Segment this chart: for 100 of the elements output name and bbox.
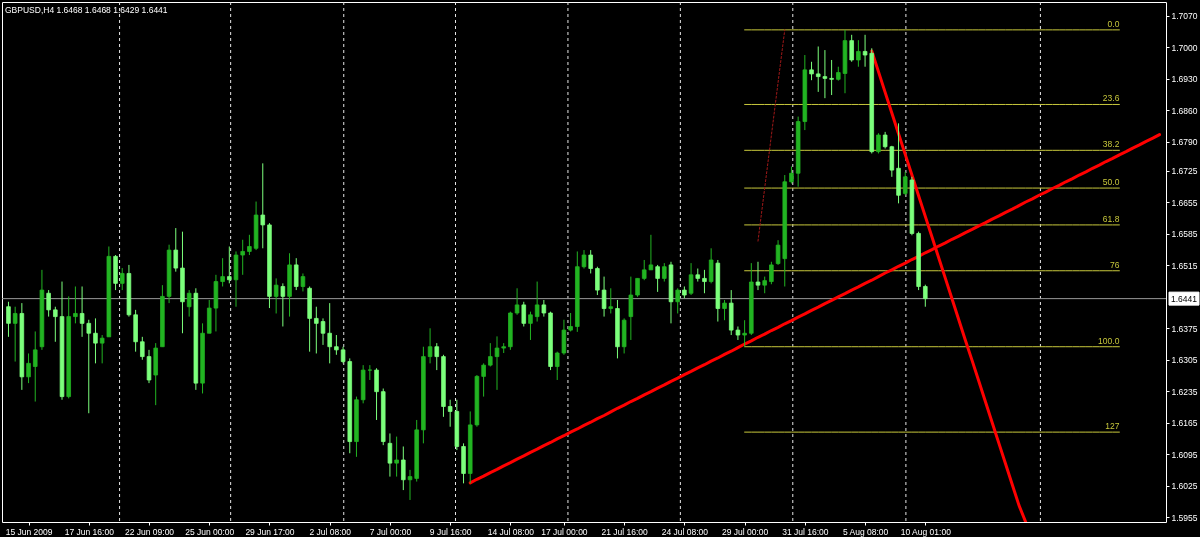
series-label: 0.0 (1107, 18, 1120, 29)
candlestick (655, 264, 660, 293)
candlestick (146, 349, 152, 384)
candlestick (856, 39, 861, 68)
ref-line-label: 1.6441 (1171, 293, 1198, 304)
candlestick (6, 301, 11, 338)
candlestick (434, 342, 440, 371)
y-tick-label: 1.6860 (1171, 105, 1198, 116)
series-label: 100.0 (1098, 335, 1120, 346)
candlestick (46, 289, 51, 318)
candlestick (401, 445, 406, 491)
y-tick-label: 1.6025 (1171, 481, 1198, 492)
candlestick (809, 61, 814, 81)
series-label: 76 (1109, 259, 1120, 270)
x-tick-label: 2 Jul 08:00 (309, 526, 352, 537)
y-tick-label: 1.6375 (1171, 323, 1198, 334)
candlestick (755, 261, 761, 291)
candlestick (427, 327, 433, 364)
x-tick-label: 22 Jun 09:00 (124, 526, 175, 537)
x-tick-label: 29 Jun 17:00 (245, 526, 295, 537)
candlestick (481, 362, 486, 398)
y-tick-label: 1.6725 (1171, 166, 1198, 177)
candlestick (260, 162, 266, 249)
candlestick (140, 336, 145, 361)
candlestick (220, 257, 225, 287)
candlestick (588, 249, 593, 274)
y-tick-label: 1.6165 (1171, 418, 1198, 429)
candlestick (119, 267, 125, 291)
y-tick-label: 1.6235 (1171, 386, 1198, 397)
x-tick-label: 21 Jul 16:00 (601, 526, 649, 537)
candlestick (742, 319, 747, 348)
candlestick (608, 287, 614, 314)
y-tick-label: 1.6305 (1171, 355, 1198, 366)
candlestick (173, 227, 179, 273)
candlestick (387, 432, 393, 478)
y-tick-label: 1.6790 (1171, 137, 1198, 148)
x-tick-label: 24 Jul 08:00 (661, 526, 709, 537)
x-tick-label: 15 Jun 2009 (5, 526, 53, 537)
candlestick (702, 269, 707, 294)
candlestick (829, 59, 834, 96)
candlestick (601, 276, 607, 318)
candlestick (675, 287, 680, 314)
y-tick-label: 1.5955 (1171, 512, 1198, 523)
x-tick-label: 25 Jun 00:00 (185, 526, 235, 537)
candlestick (521, 301, 527, 327)
candlestick (662, 262, 667, 283)
y-tick-label: 1.6515 (1171, 260, 1198, 271)
y-tick-label: 1.6095 (1171, 449, 1198, 460)
x-tick-label: 5 Aug 08:00 (842, 526, 889, 537)
candlestick (876, 132, 881, 154)
candlestick (528, 311, 533, 341)
line-series (757, 29, 786, 242)
candlestick (32, 330, 38, 403)
candlestick (902, 171, 908, 196)
candlestick (708, 247, 714, 284)
candlestick (93, 317, 98, 364)
candlestick (635, 277, 640, 298)
y-tick-label: 1.7070 (1171, 11, 1198, 22)
series-label: 23.6 (1102, 93, 1120, 104)
candlestick (280, 282, 286, 327)
candlestick (769, 261, 774, 285)
x-tick-label: 17 Jul 00:00 (541, 526, 588, 537)
x-tick-label: 31 Jul 16:00 (782, 526, 829, 537)
x-tick-label: 10 Aug 01:00 (900, 526, 952, 537)
y-tick-label: 1.6930 (1171, 74, 1198, 85)
candlestick (334, 334, 339, 356)
candlestick (99, 334, 105, 364)
candlestick (186, 289, 192, 318)
candlestick (849, 34, 854, 63)
y-tick-label: 1.6585 (1171, 229, 1198, 240)
y-tick-label: 1.6655 (1171, 197, 1198, 208)
candlestick (534, 281, 540, 323)
candlestick (722, 299, 727, 321)
candlestick (26, 352, 31, 384)
candlestick (12, 306, 18, 363)
series-label: 50.0 (1102, 177, 1120, 188)
candlestick (923, 284, 928, 308)
series-label: 61.8 (1102, 213, 1120, 224)
candlestick (394, 436, 399, 478)
y-tick-label: 1.7000 (1171, 42, 1198, 53)
chart-title: GBPUSD,H4 1.6468 1.6468 1.6429 1.6441 (5, 5, 168, 15)
candlestick (273, 277, 279, 314)
x-tick-label: 9 Jul 16:00 (429, 526, 472, 537)
x-tick-label: 17 Jun 16:00 (64, 526, 115, 537)
candlestick (247, 234, 252, 256)
candlestick (227, 245, 232, 284)
candlestick (514, 287, 520, 316)
candlestick (293, 257, 299, 291)
series-label: 38.2 (1102, 139, 1120, 150)
candlestick (367, 364, 373, 381)
x-tick-label: 29 Jul 00:00 (721, 526, 769, 537)
candlestick (374, 367, 379, 421)
candlestick (53, 306, 58, 343)
series-label: 127 (1105, 421, 1120, 432)
candlestick (688, 262, 694, 296)
x-tick-label: 14 Jul 08:00 (487, 526, 535, 537)
candlestick (73, 285, 78, 324)
candlestick (595, 266, 600, 296)
candlestick (628, 276, 634, 341)
x-tick-label: 7 Jul 00:00 (369, 526, 412, 537)
